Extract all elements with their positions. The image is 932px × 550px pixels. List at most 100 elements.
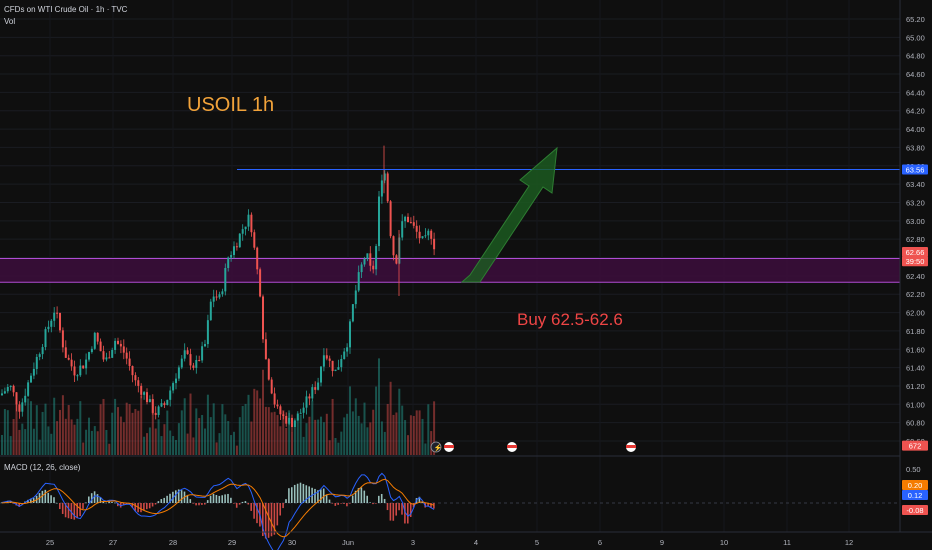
candle-body (88, 352, 90, 360)
macd-histogram-bar (241, 501, 244, 503)
candle-body (99, 341, 102, 352)
macd-legend[interactable]: MACD (12, 26, close) (4, 463, 81, 472)
macd-histogram-bar (291, 487, 293, 503)
macd-line (1, 472, 435, 550)
candle-body (273, 393, 276, 405)
volume-bar (378, 358, 380, 455)
macd-histogram-bar (288, 488, 290, 503)
volume-bar (61, 395, 64, 455)
buy-annotation[interactable]: Buy 62.5-62.6 (517, 310, 623, 329)
macd-histogram-bar (238, 503, 241, 505)
price-tick-label: 61.00 (906, 400, 925, 409)
volume-bar (407, 435, 409, 455)
candle-body (61, 330, 64, 348)
macd-histogram-bar (56, 502, 58, 504)
candle-body (360, 264, 363, 273)
candle-body (90, 348, 93, 353)
candle-body (424, 235, 427, 237)
macd-histogram-bar (337, 503, 339, 505)
macd-histogram-bar (354, 490, 357, 503)
candle-body (366, 253, 369, 259)
volume-bar (259, 398, 262, 455)
macd-histogram-bar (380, 493, 383, 503)
volume-bar (227, 421, 230, 455)
volume-legend[interactable]: Vol (4, 17, 16, 26)
macd-histogram-bar (157, 501, 160, 503)
candle-body (230, 255, 233, 258)
volume-bar (209, 417, 212, 455)
volume-bar (189, 393, 192, 455)
macd-axis[interactable]: 0.50 (906, 465, 921, 474)
candle-body (415, 225, 418, 232)
macd-histogram-bar (88, 496, 90, 503)
macd-histogram-bar (346, 503, 348, 507)
macd-histogram-bar (363, 490, 366, 503)
volume-bar (256, 390, 259, 455)
macd-label-badge (902, 505, 928, 515)
macd-histogram-bar (166, 495, 168, 503)
volume-bar (349, 386, 351, 455)
volume-bar (247, 394, 250, 455)
volume-bar (233, 431, 235, 455)
volume-bar (44, 403, 47, 455)
macd-histogram-bar (328, 499, 331, 503)
candle-body (305, 396, 308, 408)
volume-bar (430, 431, 433, 455)
candle-body (256, 247, 259, 270)
price-label-text: 672 (909, 442, 922, 451)
macd-histogram-bar (154, 503, 157, 505)
candle-body (395, 255, 398, 264)
macd-histogram-bar (186, 495, 189, 503)
candle-body (392, 236, 395, 256)
volume-bar (308, 416, 311, 455)
volume-bar (235, 445, 238, 455)
macd-histogram-bar (67, 503, 70, 519)
volume-bar (398, 388, 401, 455)
macd-histogram-bar (79, 503, 81, 517)
volume-bar (302, 436, 305, 455)
volume-bar (157, 419, 160, 455)
candle-body (204, 344, 206, 347)
macd-label-text: 0.20 (908, 481, 923, 490)
candle-body (79, 365, 82, 376)
candle-body (401, 221, 404, 238)
volume-bar (392, 414, 395, 455)
flash-event-icon-glyph: ⚡ (434, 443, 443, 452)
macd-histogram-bar (73, 503, 76, 520)
volume-bar (96, 431, 99, 455)
volume-bar (12, 419, 15, 455)
price-tick-label: 64.20 (906, 107, 925, 116)
event-icons[interactable]: ⚡ (430, 441, 636, 453)
candle-body (244, 226, 247, 230)
symbol-description[interactable]: CFDs on WTI Crude Oil · 1h · TVC (4, 5, 128, 14)
volume-bar (186, 433, 189, 455)
candle-body (96, 332, 99, 342)
candle-body (209, 301, 212, 321)
macd-histogram-bar (296, 483, 299, 503)
candle-body (151, 399, 154, 413)
macd-histogram-bar (134, 503, 136, 511)
trend-arrow[interactable] (460, 146, 558, 283)
macd-histogram-bar (366, 495, 368, 503)
volume-bar (151, 399, 154, 455)
candle-body (378, 196, 380, 247)
volume-bar (73, 424, 76, 455)
macd-histogram-bar (360, 487, 363, 503)
chart-title-annotation[interactable]: USOIL 1h (187, 94, 274, 116)
price-tick-label: 62.00 (906, 309, 925, 318)
volume-bar (70, 419, 73, 455)
price-tick-label: 64.60 (906, 70, 925, 79)
candle-body (343, 351, 346, 360)
macd-histogram-bar (206, 500, 209, 503)
time-axis[interactable]: 25 27 28 29 30 Jun 3 4 5 6 9 10 11 12 (46, 538, 853, 547)
volume-bar (238, 417, 241, 455)
macd-histogram-bar (273, 503, 276, 535)
volume-bar (111, 412, 114, 455)
volume-bar (337, 442, 340, 455)
price-tick-label: 65.20 (906, 15, 925, 24)
flash-event-icon[interactable] (430, 441, 442, 453)
price-tick-label: 61.60 (906, 345, 925, 354)
macd-histogram-bar (351, 495, 354, 503)
volume-bar (32, 428, 35, 455)
